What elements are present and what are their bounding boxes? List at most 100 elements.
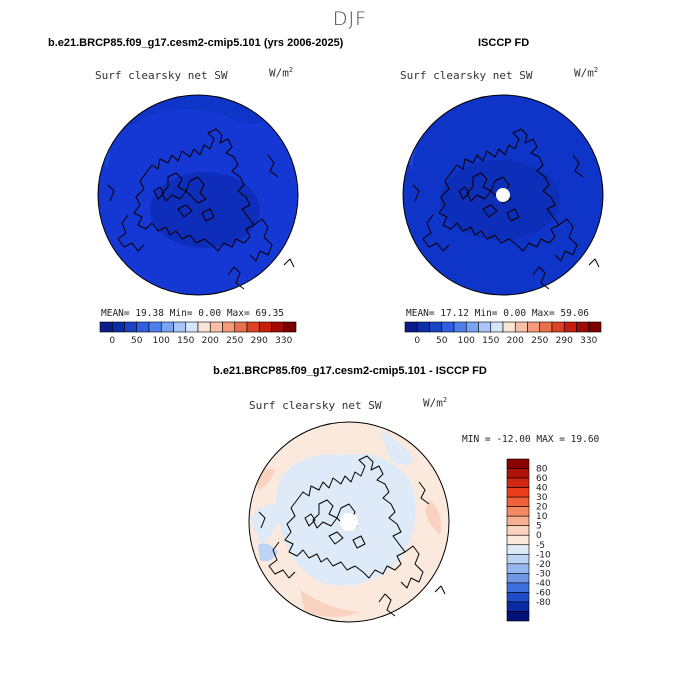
obs-colorbar-tick-label: 100 <box>458 336 475 346</box>
obs-colorbar-swatch <box>576 321 590 333</box>
model-colorbar-swatch <box>246 321 260 333</box>
obs-colorbar-swatch <box>588 321 602 333</box>
model-colorbar-swatch <box>136 321 150 333</box>
model-colorbar-tick-label: 100 <box>153 336 170 346</box>
diff-subtitle: Surf clearsky net SW <box>249 399 382 412</box>
diff-colorbar-tick-label: -80 <box>536 598 551 608</box>
diff-colorbar-tick-label: 60 <box>536 474 548 484</box>
model-colorbar-swatch <box>283 321 297 333</box>
diff-colorbar-swatch <box>506 506 530 517</box>
obs-units: W/m2 <box>574 66 599 80</box>
diff-colorbar-swatch <box>506 573 530 584</box>
model-colorbar-swatch <box>209 321 223 333</box>
diff-colorbar-swatch <box>506 544 530 555</box>
obs-colorbar-swatch <box>453 321 467 333</box>
obs-colorbar-swatch <box>563 321 577 333</box>
model-colorbar-swatch <box>234 321 248 333</box>
obs-colorbar-swatch <box>429 321 443 333</box>
diff-colorbar-tick-label: -20 <box>536 560 551 570</box>
obs-colorbar-swatch <box>416 321 430 333</box>
obs-stats: MEAN= 17.12 Min= 0.00 Max= 59.06 <box>406 308 590 319</box>
diff-colorbar-swatch <box>506 477 530 488</box>
diff-colorbar-tick-label: -10 <box>536 550 551 560</box>
model-colorbar-tick-label: 200 <box>202 336 219 346</box>
pole-missing-data-diff <box>340 513 358 531</box>
obs-colorbar-tick-label: 200 <box>507 336 524 346</box>
obs-colorbar-swatch <box>539 321 553 333</box>
model-colorbar-swatch <box>111 321 125 333</box>
obs-colorbar-swatch <box>478 321 492 333</box>
obs-colorbar-tick-label: 250 <box>531 336 548 346</box>
obs-colorbar-swatch <box>490 321 504 333</box>
diff-colorbar-swatch <box>506 592 530 603</box>
model-colorbar-tick-label: 50 <box>131 336 143 346</box>
obs-colorbar: 0 50 100 150 200 250 290 330 <box>404 321 602 346</box>
model-colorbar-tick-label: 150 <box>177 336 194 346</box>
model-colorbar-swatch <box>222 321 236 333</box>
diff-colorbar-tick-label: -40 <box>536 579 551 589</box>
model-colorbar-swatch <box>173 321 187 333</box>
model-stats: MEAN= 19.38 Min= 0.00 Max= 69.35 <box>101 308 285 319</box>
obs-colorbar-swatch <box>502 321 516 333</box>
model-colorbar-tick-label: 330 <box>275 336 292 346</box>
model-colorbar-tick-label: 0 <box>109 336 115 346</box>
model-colorbar-tick-label: 250 <box>226 336 243 346</box>
diff-colorbar-swatch <box>506 563 530 574</box>
diff-colorbar-tick-label: 5 <box>536 522 542 532</box>
model-panel-title: b.e21.BRCP85.f09_g17.cesm2-cmip5.101 (yr… <box>48 37 344 49</box>
obs-colorbar-tick-label: 290 <box>556 336 573 346</box>
model-colorbar-swatch <box>258 321 272 333</box>
diff-colorbar-swatch <box>506 468 530 479</box>
obs-colorbar-swatch <box>465 321 479 333</box>
obs-panel-title: ISCCP FD <box>478 37 530 49</box>
diff-colorbar-tick-label: 80 <box>536 465 548 475</box>
diff-colorbar-swatch <box>506 458 530 469</box>
obs-colorbar-tick-label: 0 <box>414 336 420 346</box>
diff-colorbar-tick-label: -30 <box>536 569 551 579</box>
diff-colorbar-tick-label: 20 <box>536 503 548 513</box>
diff-colorbar-tick-label: -60 <box>536 588 551 598</box>
model-units: W/m2 <box>269 66 294 80</box>
obs-colorbar-swatch <box>441 321 455 333</box>
diff-colorbar-swatch <box>506 534 530 546</box>
model-colorbar-swatch <box>160 321 174 333</box>
diff-colorbar-tick-label: -5 <box>536 541 545 551</box>
model-colorbar-swatch <box>197 321 211 333</box>
diff-colorbar-tick-label: 10 <box>536 512 548 522</box>
model-colorbar-swatch <box>185 321 199 333</box>
obs-colorbar-swatch <box>527 321 541 333</box>
diff-colorbar-swatch <box>506 611 530 622</box>
obs-colorbar-swatch <box>514 321 528 333</box>
diff-colorbar-tick-label: 40 <box>536 484 548 494</box>
pole-missing-data <box>496 188 510 202</box>
diff-colorbar-swatch <box>506 601 530 612</box>
diff-colorbar-swatch <box>506 496 530 507</box>
diff-colorbar-swatch <box>506 525 530 536</box>
model-colorbar-swatch <box>99 321 113 333</box>
obs-subtitle: Surf clearsky net SW <box>400 69 533 82</box>
diff-colorbar-swatch <box>506 553 530 565</box>
model-map <box>97 94 299 296</box>
obs-colorbar-tick-label: 150 <box>482 336 499 346</box>
model-colorbar-swatch <box>124 321 138 333</box>
model-colorbar-tick-label: 290 <box>251 336 268 346</box>
obs-colorbar-swatch <box>551 321 565 333</box>
model-colorbar: 0 50 100 150 200 250 290 330 <box>99 321 297 346</box>
obs-colorbar-tick-label: 330 <box>580 336 597 346</box>
diff-stats: MIN = -12.00 MAX = 19.60 <box>462 434 600 445</box>
diff-panel-title: b.e21.BRCP85.f09_g17.cesm2-cmip5.101 - I… <box>213 365 487 377</box>
model-colorbar-swatch <box>148 321 162 333</box>
diff-units: W/m2 <box>423 396 448 410</box>
diff-map <box>248 421 450 623</box>
obs-colorbar-tick-label: 50 <box>436 336 448 346</box>
model-colorbar-swatch <box>271 321 285 333</box>
model-subtitle: Surf clearsky net SW <box>95 69 228 82</box>
diff-colorbar-tick-label: 0 <box>536 531 542 541</box>
obs-map <box>402 94 604 296</box>
obs-colorbar-swatch <box>404 321 418 333</box>
diff-colorbar-tick-label: 30 <box>536 493 548 503</box>
diff-colorbar-swatch <box>506 515 530 527</box>
diff-colorbar-swatch <box>506 487 530 498</box>
